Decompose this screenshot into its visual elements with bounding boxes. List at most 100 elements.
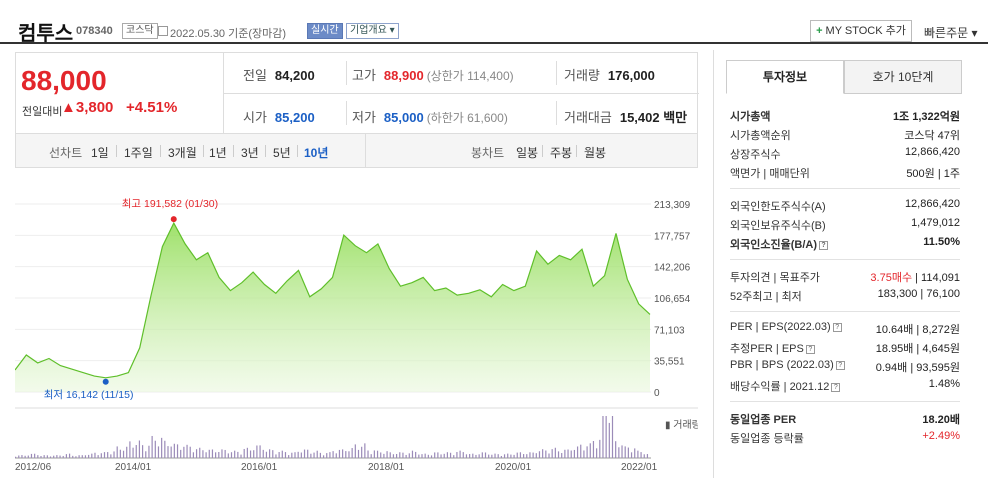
volume-bar bbox=[142, 445, 144, 458]
tab-period-3m[interactable]: 3개월 bbox=[168, 146, 197, 160]
volume-bar bbox=[167, 446, 169, 458]
volume-bar bbox=[230, 452, 233, 458]
panel-row-label: PER | EPS(2022.03)? bbox=[730, 321, 842, 333]
volume-bar bbox=[348, 451, 350, 458]
volume-bar bbox=[294, 452, 296, 458]
volume-bar bbox=[253, 450, 255, 458]
volume-bar bbox=[497, 454, 499, 458]
stock-header: 컴투스 078340 코스닥 2022.05.30 기준(장마감) 실시간 기업… bbox=[0, 0, 988, 45]
tab-separator bbox=[542, 145, 543, 157]
stock-code: 078340 bbox=[76, 25, 113, 37]
panel-divider bbox=[730, 311, 960, 312]
volume-bar bbox=[113, 451, 115, 458]
realtime-button[interactable]: 실시간 bbox=[307, 23, 343, 39]
divider bbox=[223, 53, 224, 135]
volume-bar bbox=[183, 446, 185, 458]
volume-bar bbox=[68, 453, 71, 458]
plus-icon: + bbox=[816, 25, 823, 37]
volume-bar bbox=[43, 455, 45, 458]
volume-bar bbox=[78, 455, 80, 458]
panel-divider bbox=[730, 259, 960, 260]
volume-bar bbox=[380, 452, 382, 458]
tab-period-1d[interactable]: 1일 bbox=[91, 146, 109, 160]
price-summary: 88,000 전일대비 ▲3,800 +4.51% 전일 84,200 고가 88,… bbox=[15, 52, 699, 135]
tab-candle-month[interactable]: 월봉 bbox=[584, 146, 607, 160]
tab-candle-chart[interactable]: 봉차트 bbox=[471, 146, 505, 160]
volume-bar bbox=[443, 453, 445, 458]
volume-bar bbox=[573, 449, 575, 458]
volume-bar bbox=[326, 453, 328, 458]
volume-bar bbox=[646, 454, 649, 458]
volume-bar bbox=[554, 447, 556, 458]
tab-period-1y[interactable]: 1년 bbox=[209, 146, 227, 160]
volume-bar bbox=[535, 453, 537, 458]
volume-bar bbox=[72, 455, 74, 458]
help-icon[interactable]: ? bbox=[805, 345, 815, 354]
chart-tabbar: 선차트 1일 1주일 3개월 1년 3년 5년 10년 봉차트 일봉 주봉 월봉 bbox=[15, 134, 698, 168]
volume-bar bbox=[643, 454, 645, 458]
panel-row-value: 0.94배 | 93,595원 bbox=[875, 362, 960, 374]
volume-bar bbox=[281, 450, 283, 458]
help-icon[interactable]: ? bbox=[835, 361, 845, 370]
company-info-dropdown[interactable]: 기업개요 ▾ bbox=[346, 23, 399, 39]
volume-bar bbox=[199, 447, 201, 458]
volume-bar bbox=[446, 452, 448, 458]
price-chart[interactable]: 213,309 177,757 142,206 106,654 71,103 35,551… bbox=[14, 168, 701, 479]
calendar-icon bbox=[158, 26, 168, 36]
tab-period-1w[interactable]: 1주일 bbox=[124, 146, 153, 160]
volume-bar bbox=[542, 449, 544, 458]
mystock-add-button[interactable]: + MY STOCK 추가 bbox=[810, 20, 912, 42]
volume-bar bbox=[370, 454, 372, 458]
mystock-label: MY STOCK 추가 bbox=[825, 25, 906, 37]
divider bbox=[556, 101, 557, 125]
panel-row-label: 상장주식수 bbox=[730, 149, 781, 161]
help-icon[interactable]: ? bbox=[819, 241, 828, 250]
volume-bar bbox=[126, 446, 128, 458]
tab-period-5y[interactable]: 5년 bbox=[273, 146, 291, 160]
volume-bar bbox=[275, 454, 277, 458]
volume-bar bbox=[227, 453, 229, 458]
volume-bar bbox=[53, 455, 55, 458]
volume-bar bbox=[564, 449, 566, 458]
volume-bar bbox=[319, 452, 321, 458]
volume-bar bbox=[529, 452, 531, 458]
panel-row: 상장주식수 12,866,420 bbox=[730, 146, 960, 162]
panel-row-value: 1,479,012 bbox=[911, 217, 960, 229]
panel-row-label: 동일업종 PER bbox=[730, 414, 797, 426]
volume-bar bbox=[24, 455, 26, 458]
help-icon[interactable]: ? bbox=[831, 383, 841, 392]
tab-period-3y[interactable]: 3년 bbox=[241, 146, 259, 160]
panel-row-label: 52주최고 | 최저 bbox=[730, 291, 802, 303]
tab-orderbook-10[interactable]: 호가 10단계 bbox=[844, 60, 962, 94]
volume-bar bbox=[427, 454, 429, 458]
volume-bar bbox=[119, 449, 121, 458]
panel-row-value: 3.75매수 | 114,091 bbox=[870, 269, 960, 285]
tab-line-chart[interactable]: 선차트 bbox=[49, 146, 83, 160]
tab-candle-day[interactable]: 일봉 bbox=[516, 146, 539, 160]
volume-bar bbox=[284, 452, 287, 458]
volume-bar bbox=[557, 451, 560, 458]
tab-investment-info[interactable]: 투자정보 bbox=[726, 60, 844, 94]
panel-row: 동일업종 PER 18.20배 bbox=[730, 411, 960, 427]
volume-bar bbox=[589, 443, 591, 458]
panel-row-label: PBR | BPS (2022.03)? bbox=[730, 359, 845, 371]
tab-candle-week[interactable]: 주봉 bbox=[550, 146, 573, 160]
volume-bar bbox=[208, 449, 210, 458]
volume-bar bbox=[567, 449, 569, 458]
help-icon[interactable]: ? bbox=[832, 323, 842, 332]
quick-order-dropdown[interactable]: 빠른주문 ▾ bbox=[924, 26, 978, 40]
panel-row-value: 1.48% bbox=[928, 378, 960, 390]
stat-prev-close: 전일 84,200 bbox=[243, 68, 315, 83]
stat-open: 시가 85,200 bbox=[243, 110, 315, 125]
panel-row: 배당수익률 | 2021.12? 1.48% bbox=[730, 378, 960, 394]
volume-bar bbox=[180, 449, 182, 458]
divider bbox=[223, 93, 699, 94]
volume-bar bbox=[507, 453, 509, 458]
tab-separator bbox=[265, 145, 266, 157]
volume-bar bbox=[599, 439, 601, 458]
volume-bar bbox=[503, 454, 506, 458]
tab-period-10y[interactable]: 10년 bbox=[304, 146, 329, 160]
y-tick-label: 0 bbox=[654, 388, 660, 399]
volume-bar bbox=[100, 453, 102, 458]
volume-bar bbox=[21, 455, 23, 458]
